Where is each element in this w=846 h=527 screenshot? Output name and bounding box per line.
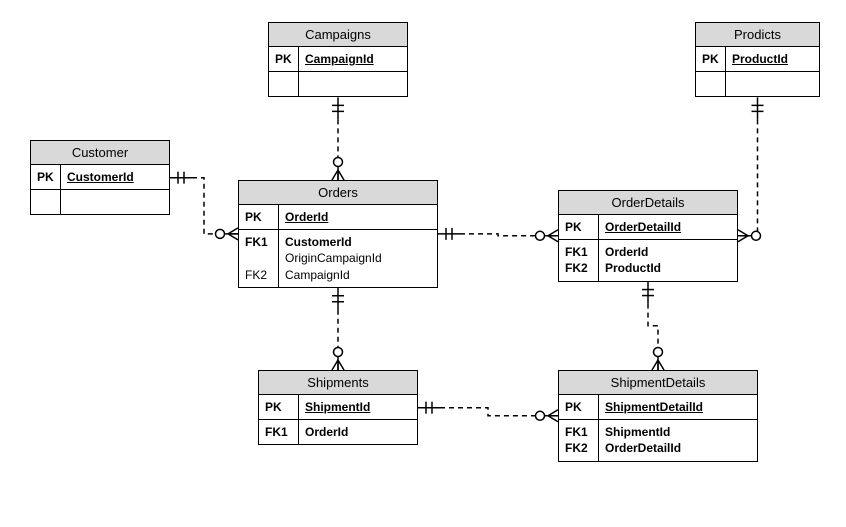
attr-label: OrderDetailId — [605, 440, 751, 456]
attr-label: CustomerId — [285, 234, 431, 250]
attr-column: OrderDetailId — [599, 215, 737, 239]
attr-label: OrderId — [285, 209, 431, 225]
entity-campaigns: Campaigns PK CampaignId — [268, 22, 408, 97]
entity-shipmentdetails: ShipmentDetailsPKShipmentDetailIdFK1FK2S… — [558, 370, 758, 462]
key-label: PK — [565, 219, 592, 235]
key-label — [275, 76, 292, 92]
key-label — [37, 194, 54, 210]
key-column: PK — [696, 47, 726, 71]
key-label: FK2 — [565, 260, 592, 276]
key-label: FK1 — [245, 234, 272, 250]
key-label: PK — [565, 399, 592, 415]
key-label: FK1 — [565, 244, 592, 260]
entity-body-orders: PKOrderIdFK1 FK2CustomerIdOriginCampaign… — [239, 205, 437, 287]
entity-shipments: Shipments PK ShipmentId FK1 OrderId — [258, 370, 418, 445]
key-column: FK1 FK2 — [239, 230, 279, 287]
key-label: FK1 — [565, 424, 592, 440]
key-label — [245, 250, 272, 266]
attr-column: OrderId — [299, 420, 417, 444]
attr-label: CampaignId — [285, 267, 431, 283]
key-column — [31, 190, 61, 214]
entity-section: FK1 FK2CustomerIdOriginCampaignIdCampaig… — [239, 230, 437, 287]
attr-column — [726, 72, 819, 96]
attr-label — [305, 76, 401, 92]
entity-orders: OrdersPKOrderIdFK1 FK2CustomerIdOriginCa… — [238, 180, 438, 288]
entity-section: PK CampaignId — [269, 47, 407, 72]
key-column: PK — [239, 205, 279, 229]
entity-section: PK ShipmentId — [259, 395, 417, 420]
key-label: FK2 — [245, 267, 272, 283]
key-label: PK — [37, 169, 54, 185]
attr-label: OrderId — [305, 424, 411, 440]
entity-title-orders: Orders — [239, 181, 437, 205]
entity-title-orderdetails: OrderDetails — [559, 191, 737, 215]
key-column: PK — [31, 165, 61, 189]
attr-label: CampaignId — [305, 51, 401, 67]
entity-body-shipmentdetails: PKShipmentDetailIdFK1FK2ShipmentIdOrderD… — [559, 395, 757, 461]
attr-label: OriginCampaignId — [285, 250, 431, 266]
entity-body-customer: PK CustomerId — [31, 165, 169, 214]
attr-label: OrderId — [605, 244, 731, 260]
key-column: FK1FK2 — [559, 420, 599, 460]
key-column: FK1FK2 — [559, 240, 599, 280]
entity-section — [31, 190, 169, 214]
entity-section — [696, 72, 819, 96]
key-label: FK2 — [565, 440, 592, 456]
attr-column: CustomerId — [61, 165, 169, 189]
key-label: PK — [245, 209, 272, 225]
key-column: PK — [269, 47, 299, 71]
entity-section: FK1 OrderId — [259, 420, 417, 444]
attr-column: CustomerIdOriginCampaignIdCampaignId — [279, 230, 437, 287]
key-label: PK — [702, 51, 719, 67]
entity-section: PK OrderDetailId — [559, 215, 737, 240]
entity-section: FK1FK2ShipmentIdOrderDetailId — [559, 420, 757, 460]
attr-column: OrderId — [279, 205, 437, 229]
attr-label — [732, 76, 813, 92]
key-column: PK — [559, 215, 599, 239]
key-column — [269, 72, 299, 96]
entity-section: PK ProductId — [696, 47, 819, 72]
attr-label: CustomerId — [67, 169, 163, 185]
attr-label: ProductId — [732, 51, 813, 67]
entity-section — [269, 72, 407, 96]
entity-body-prodicts: PK ProductId — [696, 47, 819, 96]
entity-title-shipmentdetails: ShipmentDetails — [559, 371, 757, 395]
entity-section: PK CustomerId — [31, 165, 169, 190]
entity-body-shipments: PK ShipmentId FK1 OrderId — [259, 395, 417, 444]
attr-column: ProductId — [726, 47, 819, 71]
entity-section: PK OrderId — [239, 205, 437, 230]
key-label — [702, 76, 719, 92]
entity-title-campaigns: Campaigns — [269, 23, 407, 47]
key-label: PK — [275, 51, 292, 67]
entity-title-customer: Customer — [31, 141, 169, 165]
attr-column — [299, 72, 407, 96]
entity-title-prodicts: Prodicts — [696, 23, 819, 47]
key-column: PK — [559, 395, 599, 419]
attr-column — [61, 190, 169, 214]
attr-column: OrderIdProductId — [599, 240, 737, 280]
entity-section: PK ShipmentDetailId — [559, 395, 757, 420]
entity-orderdetails: OrderDetailsPKOrderDetailIdFK1FK2OrderId… — [558, 190, 738, 282]
entity-title-shipments: Shipments — [259, 371, 417, 395]
attr-label: ShipmentDetailId — [605, 399, 751, 415]
attr-column: ShipmentId — [299, 395, 417, 419]
entity-customer: Customer PK CustomerId — [30, 140, 170, 215]
attr-label: ProductId — [605, 260, 731, 276]
key-column — [696, 72, 726, 96]
key-column: FK1 — [259, 420, 299, 444]
entity-body-orderdetails: PKOrderDetailIdFK1FK2OrderIdProductId — [559, 215, 737, 281]
attr-column: CampaignId — [299, 47, 407, 71]
attr-label: ShipmentId — [305, 399, 411, 415]
attr-label: OrderDetailId — [605, 219, 731, 235]
key-column: PK — [259, 395, 299, 419]
attr-label: ShipmentId — [605, 424, 751, 440]
entity-prodicts: Prodicts PK ProductId — [695, 22, 820, 97]
entity-body-campaigns: PK CampaignId — [269, 47, 407, 96]
attr-column: ShipmentIdOrderDetailId — [599, 420, 757, 460]
attr-column: ShipmentDetailId — [599, 395, 757, 419]
key-label: FK1 — [265, 424, 292, 440]
entity-section: FK1FK2OrderIdProductId — [559, 240, 737, 280]
key-label: PK — [265, 399, 292, 415]
attr-label — [67, 194, 163, 210]
